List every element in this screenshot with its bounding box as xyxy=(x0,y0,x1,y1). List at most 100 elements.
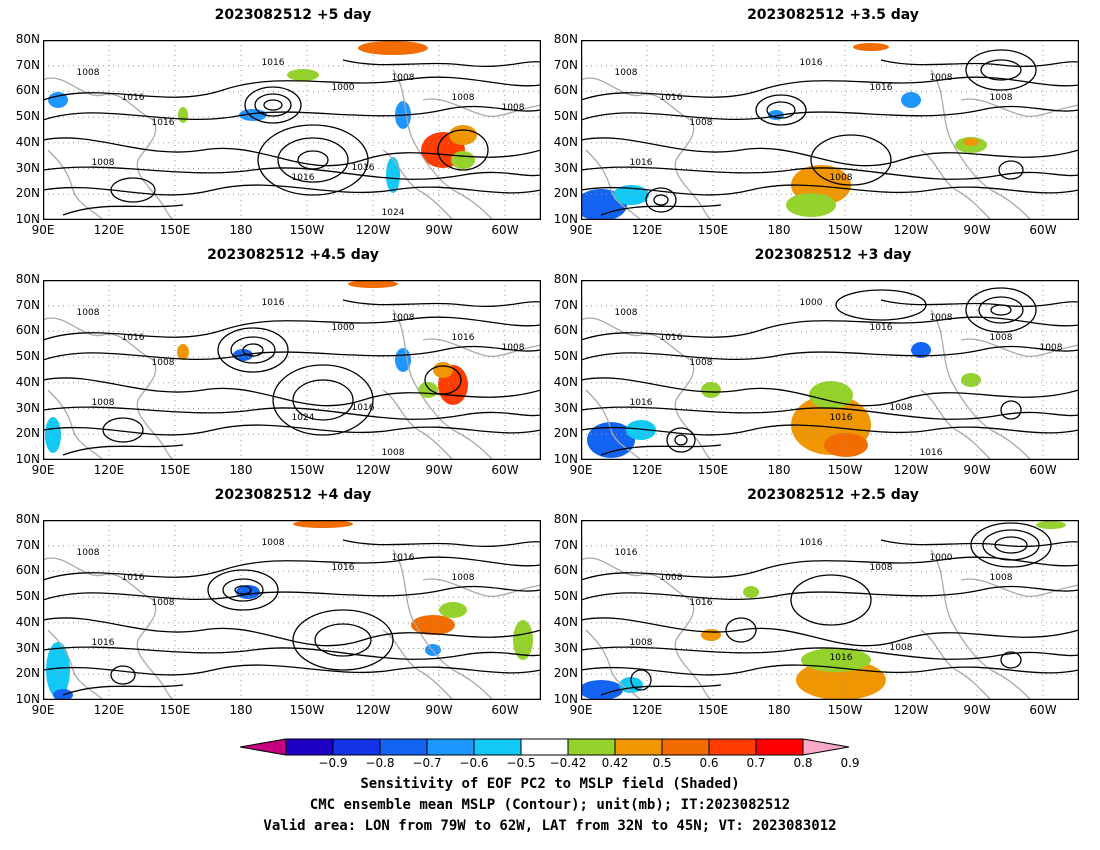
contour-label: 1016 xyxy=(830,653,853,663)
coastline xyxy=(47,629,104,700)
contour-label: 1008 xyxy=(262,538,285,548)
lat-tick-label: 50N xyxy=(15,349,40,364)
lon-tick-label: 90W xyxy=(425,463,453,477)
lon-tick-label: 180 xyxy=(229,463,253,477)
lat-tick-label: 30N xyxy=(15,640,40,655)
colorbar xyxy=(240,738,850,756)
lat-tick-label: 50N xyxy=(15,589,40,604)
panel-title-4: 2023082512 +3 day xyxy=(754,247,912,263)
lon-tick-label: 120W xyxy=(355,463,391,477)
lon-tick-label: 120W xyxy=(355,703,391,717)
mslp-closed-contour xyxy=(297,150,329,170)
colorbar-segment xyxy=(755,738,804,756)
lon-tick-label: 180 xyxy=(229,703,253,717)
caption-line-3: Valid area: LON from 79W to 62W, LAT fro… xyxy=(263,818,837,834)
mslp-closed-contour xyxy=(998,160,1024,180)
map-frame xyxy=(43,40,541,220)
mslp-closed-contour xyxy=(666,427,696,453)
map-panel-1: 1008 1016 1016 1008 1000 1008 1016 1008 1016 1016… xyxy=(43,40,541,220)
mslp-closed-contour xyxy=(994,536,1028,554)
colorbar-tick-label: −0.7 xyxy=(412,756,442,770)
contour-label: 1016 xyxy=(800,538,823,548)
mslp-closed-contour xyxy=(970,522,1052,568)
colorbar-segment xyxy=(285,738,334,756)
mslp-closed-contour xyxy=(1000,651,1022,669)
lat-tick-label: 70N xyxy=(15,537,40,552)
lat-tick-label: 40N xyxy=(15,614,40,629)
lat-tick-label: 10N xyxy=(15,211,40,226)
lon-tick-label: 150W xyxy=(827,703,863,717)
mslp-closed-contour xyxy=(272,364,374,436)
contour-label: 1016 xyxy=(332,563,355,573)
contour-label: 1008 xyxy=(392,313,415,323)
panel-title-5: 2023082512 +4 day xyxy=(214,487,372,503)
lat-tick-label: 60N xyxy=(15,323,40,338)
map-panel-2: 1008 1016 1008 1016 1016 1008 1016 1008 1008 xyxy=(581,40,1079,220)
panel-title-6: 2023082512 +2.5 day xyxy=(747,487,919,503)
lon-tick-label: 90E xyxy=(569,223,593,237)
contour-label: 1008 xyxy=(990,93,1013,103)
lon-tick-label: 120W xyxy=(893,703,929,717)
colorbar-segment xyxy=(567,738,616,756)
mslp-closed-contour xyxy=(110,665,136,685)
contour-label: 1016 xyxy=(660,333,683,343)
sensitivity-shade xyxy=(386,157,400,193)
contour-label: 1016 xyxy=(630,158,653,168)
mslp-closed-contour xyxy=(645,187,677,213)
sensitivity-shade xyxy=(177,344,189,360)
map-frame xyxy=(581,40,1079,220)
colorbar-tick-label: −0.8 xyxy=(365,756,395,770)
coastline xyxy=(930,549,1032,700)
contour-label: 1008 xyxy=(92,398,115,408)
mslp-closed-contour xyxy=(725,617,757,643)
lat-tick-label: 20N xyxy=(15,666,40,681)
mslp-closed-contour xyxy=(978,296,1024,324)
lon-tick-label: 90E xyxy=(31,223,55,237)
map-frame xyxy=(581,520,1079,700)
sensitivity-shade xyxy=(786,193,836,217)
mslp-contour xyxy=(43,76,541,101)
mslp-closed-contour xyxy=(110,177,156,203)
contour-label: 1008 xyxy=(152,598,175,608)
mslp-closed-contour xyxy=(990,304,1012,316)
colorbar-segment xyxy=(332,738,381,756)
lat-tick-label: 70N xyxy=(15,57,40,72)
contour-label: 1024 xyxy=(292,413,315,423)
lat-tick-label: 80N xyxy=(15,32,40,46)
lon-tick-label: 150E xyxy=(159,703,191,717)
colorbar-segment xyxy=(426,738,475,756)
mslp-contour xyxy=(581,137,1079,167)
mslp-closed-contour xyxy=(230,336,276,364)
lat-tick-label: 60N xyxy=(553,563,578,578)
lat-tick-label: 80N xyxy=(15,272,40,286)
map-panel-3: 1008 1016 1008 1008 1000 1008 1016 1016 1024 1016… xyxy=(43,280,541,460)
mslp-contour xyxy=(43,617,541,647)
contour-label: 1008 xyxy=(830,173,853,183)
lon-tick-label: 90E xyxy=(31,463,55,477)
lat-tick-label: 50N xyxy=(553,109,578,124)
colorbar-tick-label: −0.42 xyxy=(549,756,587,770)
mslp-closed-contour xyxy=(755,94,807,126)
mslp-contour xyxy=(43,137,541,167)
mslp-contour xyxy=(581,377,1079,407)
contour-label: 1008 xyxy=(990,333,1013,343)
lon-tick-label: 60W xyxy=(491,703,519,717)
sensitivity-shade xyxy=(824,433,868,457)
sensitivity-shade xyxy=(449,125,477,145)
coastline xyxy=(382,149,454,220)
lat-tick-label: 30N xyxy=(553,400,578,415)
contour-label: 1008 xyxy=(77,548,100,558)
contour-label: 1016 xyxy=(92,638,115,648)
coastline xyxy=(382,389,454,460)
mslp-contour xyxy=(581,664,1079,676)
mslp-contour xyxy=(600,444,722,456)
coastline xyxy=(930,69,1032,220)
contour-label: 1008 xyxy=(615,308,638,318)
lon-tick-label: 60W xyxy=(491,223,519,237)
contour-label: 1016 xyxy=(630,398,653,408)
coastline xyxy=(920,149,992,220)
lat-tick-label: 70N xyxy=(553,297,578,312)
contour-label: 1008 xyxy=(690,118,713,128)
mslp-contour xyxy=(600,204,722,216)
mslp-closed-contour xyxy=(653,194,669,206)
